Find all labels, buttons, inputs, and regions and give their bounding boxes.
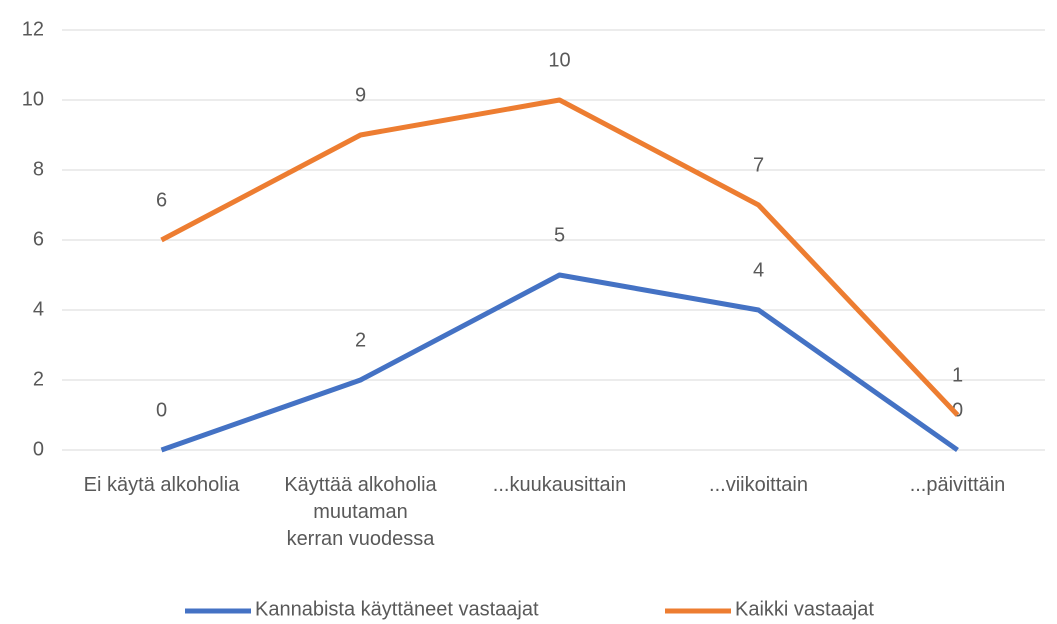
x-tick-label: ...viikoittain [709,474,808,496]
legend-label: Kannabista käyttäneet vastaajat [255,598,539,620]
data-label: 2 [355,329,366,351]
data-label: 7 [753,154,764,176]
legend-label: Kaikki vastaajat [735,598,874,620]
series-line [160,272,959,453]
y-tick-label: 8 [33,158,44,180]
data-label: 9 [355,84,366,106]
y-tick-label: 0 [33,438,44,460]
x-tick-label: ...kuukausittain [492,474,627,496]
y-tick-label: 4 [33,298,44,320]
data-label: 0 [156,399,167,421]
y-tick-label: 6 [33,228,44,250]
data-label: 4 [753,259,764,281]
y-tick-label: 10 [22,88,44,110]
series-line [160,97,960,417]
data-label: 1 [952,364,963,386]
y-tick-label: 12 [22,18,44,40]
x-tick-label: ...päivittäin [909,474,1006,496]
data-label: 0 [952,399,963,421]
y-tick-label: 2 [33,368,44,390]
data-label: 5 [554,224,565,246]
x-tick-label: Käyttää alkoholia muutaman kerran vuodes… [284,474,437,550]
data-label: 10 [548,49,570,71]
x-tick-label: Ei käytä alkoholia [83,474,240,496]
data-label: 6 [156,189,167,211]
